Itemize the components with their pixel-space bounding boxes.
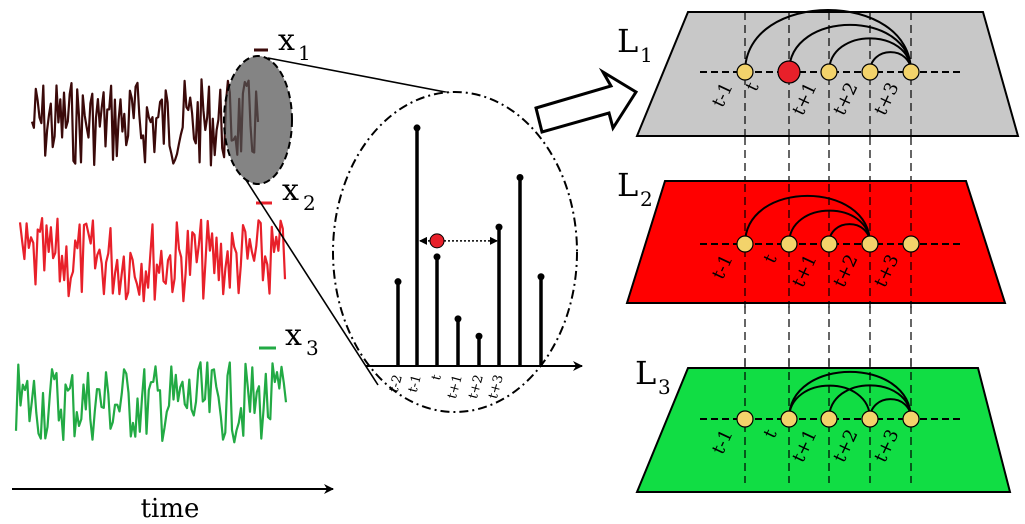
graph-node	[902, 410, 920, 428]
highlight-window	[223, 55, 293, 185]
graph-node	[780, 410, 798, 428]
visibility-edge	[788, 23, 912, 73]
svg-text:3: 3	[658, 375, 671, 399]
svg-text:2: 2	[303, 191, 316, 215]
zoom-tick-label: t+2	[466, 373, 487, 400]
zoom-ellipse	[332, 91, 578, 413]
layer-plane	[635, 367, 1012, 493]
zoom-stem-head	[537, 273, 545, 281]
zoom-stem-head	[433, 253, 441, 261]
graph-node	[736, 410, 754, 428]
series-label-x2: x 2	[256, 173, 316, 215]
graph-node	[861, 410, 879, 428]
zoom-stem-head	[413, 124, 421, 132]
svg-text:x: x	[278, 23, 295, 58]
graph-node	[780, 235, 798, 253]
zoom-stem-plot: t-2 t-1 t t+1 t+2 t+3	[366, 124, 583, 401]
zoom-stem-head	[454, 315, 462, 323]
layer-plane	[625, 180, 1007, 304]
svg-text:L: L	[635, 354, 656, 392]
time-axis-label: time	[141, 494, 200, 524]
graph-node	[861, 235, 879, 253]
layer-L2: t-1 t t+1 t+2 t+3	[625, 180, 1007, 308]
graph-node	[820, 63, 838, 81]
current-point-marker	[429, 233, 445, 249]
visibility-edge	[744, 9, 912, 73]
series-line-x1	[30, 78, 260, 167]
zoom-stem-head	[516, 174, 524, 182]
series-label-x3: x 3	[259, 318, 319, 360]
graph-node	[902, 235, 920, 253]
svg-text:1: 1	[298, 41, 311, 65]
svg-text:x: x	[282, 173, 299, 208]
series-line-x3	[14, 361, 288, 444]
visibility-edge	[744, 194, 871, 245]
layer-label-L1: L 1	[617, 22, 653, 67]
time-series-group	[14, 78, 288, 444]
zoom-stem-head	[495, 223, 503, 231]
svg-text:3: 3	[306, 336, 319, 360]
layer-label-L3: L 3	[635, 354, 671, 399]
zoom-tick-label: t-2	[387, 373, 406, 394]
mapping-arrow	[534, 67, 639, 134]
layer-L1: t-1 t t+1 t+2 t+3	[635, 9, 1020, 137]
visibility-edge	[788, 384, 871, 420]
graph-node	[777, 60, 801, 84]
layer-L3: t-1 t t+1 t+2 t+3	[635, 359, 1012, 493]
zoom-stem-head	[394, 278, 402, 286]
zoom-tick-label: t+3	[486, 373, 507, 400]
zoom-tick-label: t-1	[406, 373, 425, 394]
graph-node	[736, 63, 754, 81]
svg-text:2: 2	[640, 187, 653, 211]
zoom-connector-bottom	[245, 179, 379, 386]
svg-text:x: x	[285, 318, 302, 353]
series-line-x2	[18, 217, 287, 303]
visibility-edge	[788, 209, 871, 245]
graph-node	[902, 63, 920, 81]
svg-text:1: 1	[640, 43, 653, 67]
svg-text:L: L	[617, 166, 638, 204]
visibility-edge	[828, 37, 912, 73]
zoom-tick-label: t	[429, 372, 445, 382]
visibility-edge	[788, 370, 912, 420]
zoom-stem-head	[475, 332, 483, 340]
visibility-edge	[828, 384, 912, 420]
series-label-x1: x 1	[254, 23, 311, 65]
graph-node	[820, 235, 838, 253]
graph-node	[861, 63, 879, 81]
graph-node	[820, 410, 838, 428]
layer-label-L2: L 2	[617, 166, 653, 211]
svg-text:L: L	[617, 22, 638, 60]
zoom-tick-label: t+1	[445, 373, 466, 400]
graph-node	[736, 235, 754, 253]
layers-group: t-1 t t+1 t+2 t+3 t-1 t t+1 t+2 t+3 t-1 t t+1 t+2 t+3	[625, 9, 1020, 493]
